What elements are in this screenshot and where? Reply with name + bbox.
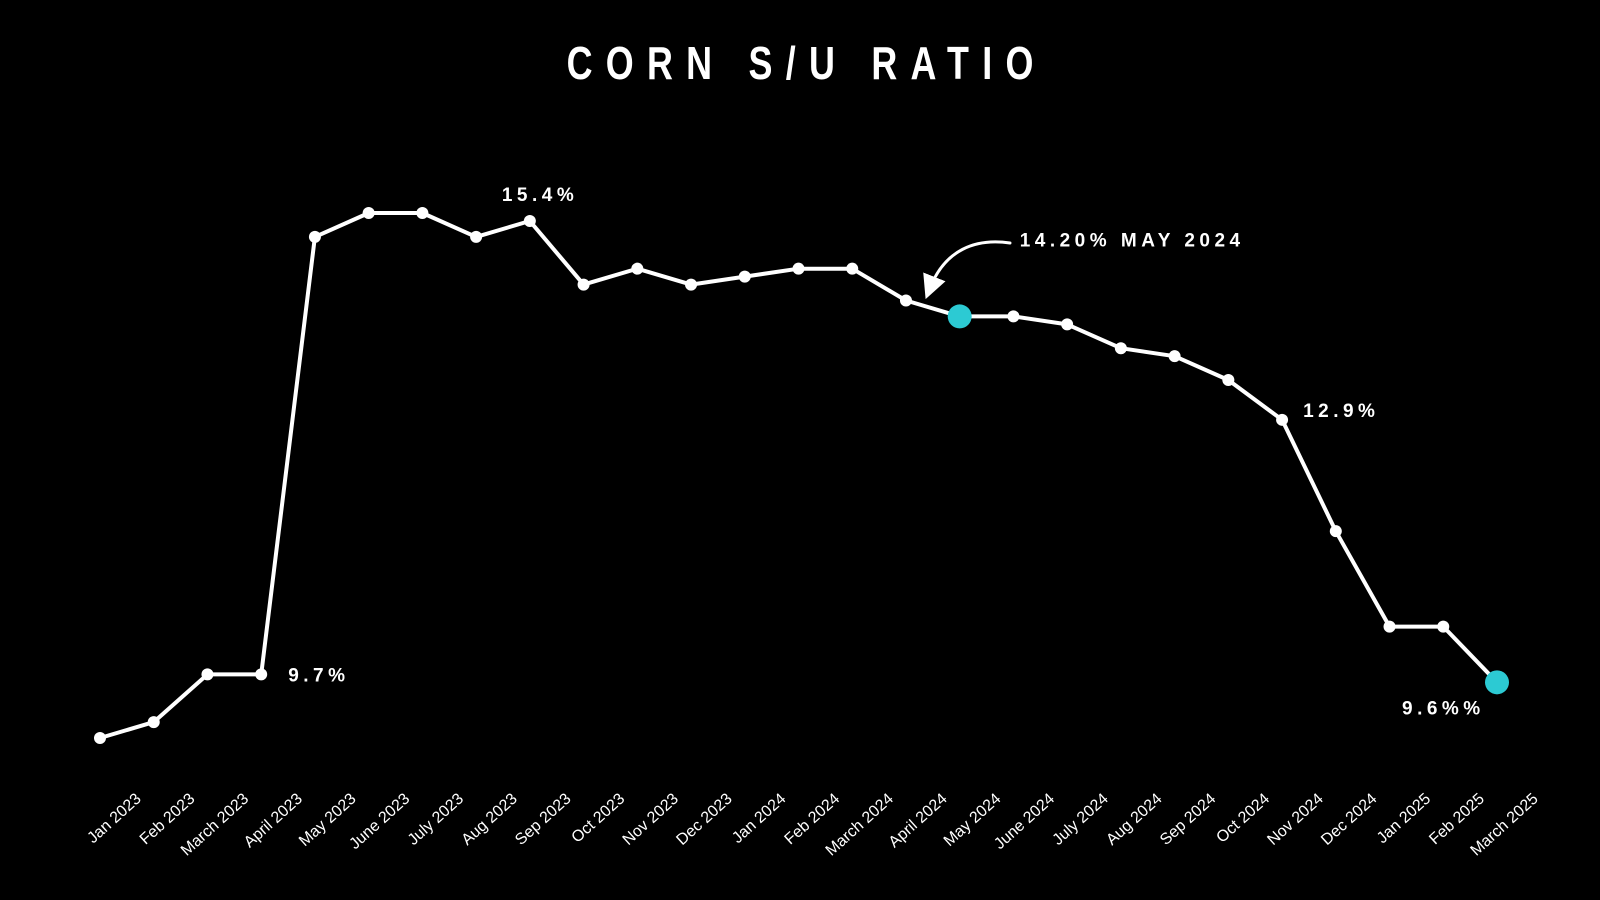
annotation-label: 9.6%% bbox=[1402, 698, 1485, 719]
data-point bbox=[1276, 413, 1289, 426]
x-tick-label: Jan 2023 bbox=[84, 790, 144, 847]
x-tick-label: Sep 2024 bbox=[1157, 790, 1219, 849]
highlight-point bbox=[1485, 670, 1509, 695]
data-point bbox=[738, 270, 751, 283]
annotation-label: 9.7% bbox=[288, 665, 349, 686]
data-point bbox=[308, 230, 321, 243]
data-point bbox=[201, 668, 214, 681]
x-tick-label: Jan 2025 bbox=[1374, 790, 1434, 847]
data-point bbox=[792, 262, 805, 275]
data-point bbox=[1168, 350, 1181, 363]
x-tick-label: Sep 2023 bbox=[512, 790, 574, 849]
x-tick-label: Aug 2023 bbox=[458, 790, 520, 849]
series-line bbox=[98, 211, 1499, 740]
data-point bbox=[147, 716, 160, 729]
data-point bbox=[685, 278, 698, 291]
x-tick-label: Nov 2024 bbox=[1264, 790, 1326, 849]
x-tick-label: Oct 2024 bbox=[1213, 790, 1273, 846]
data-point bbox=[255, 668, 268, 681]
annotation-label: 15.4% bbox=[502, 185, 578, 206]
data-point bbox=[631, 262, 644, 275]
data-point bbox=[1061, 318, 1074, 331]
x-tick-label: April 2023 bbox=[241, 790, 306, 851]
annotation-arrow bbox=[923, 240, 1012, 300]
annotation-label: 12.9% bbox=[1303, 401, 1379, 422]
x-tick-label: July 2023 bbox=[405, 790, 467, 849]
data-point bbox=[470, 230, 483, 243]
data-point bbox=[362, 207, 375, 219]
data-point bbox=[94, 732, 106, 744]
data-point bbox=[577, 278, 590, 291]
x-tick-label: Dec 2023 bbox=[673, 790, 735, 849]
x-tick-label: Dec 2024 bbox=[1318, 790, 1380, 849]
x-tick-label: July 2024 bbox=[1050, 790, 1112, 849]
highlight-point bbox=[947, 304, 972, 329]
chart-title: CORN S/U RATIO bbox=[566, 37, 1047, 89]
data-point bbox=[1437, 620, 1450, 633]
data-point bbox=[1007, 310, 1020, 323]
data-point bbox=[899, 294, 912, 307]
data-point bbox=[1329, 525, 1342, 538]
annotation-label: 14.20% MAY 2024 bbox=[1020, 230, 1245, 251]
data-point bbox=[846, 262, 859, 275]
data-point bbox=[1114, 342, 1127, 355]
x-tick-label: Nov 2023 bbox=[620, 790, 682, 849]
x-tick-label: Jan 2024 bbox=[729, 790, 789, 847]
data-point bbox=[1222, 374, 1235, 387]
x-tick-label: April 2024 bbox=[886, 790, 951, 851]
x-tick-label: Oct 2023 bbox=[569, 790, 629, 846]
data-point bbox=[523, 214, 536, 227]
data-point bbox=[1383, 620, 1396, 633]
x-tick-label: Aug 2024 bbox=[1103, 790, 1165, 849]
data-point bbox=[416, 207, 429, 219]
